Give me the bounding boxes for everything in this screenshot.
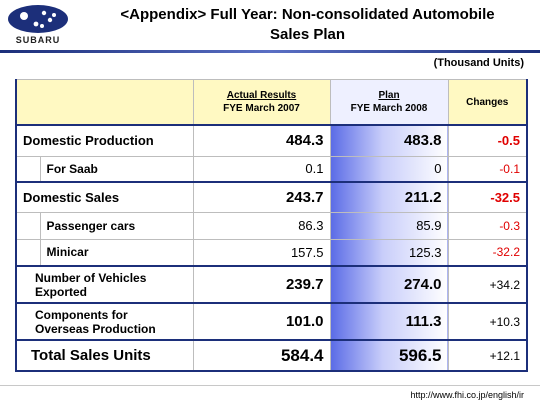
title-line-1: <Appendix> Full Year: Non-consolidated A…: [120, 6, 495, 23]
header-changes: Changes: [447, 79, 528, 126]
change-value: -32.2: [447, 238, 528, 267]
indent-cell: [15, 238, 41, 267]
actual-value: 484.3: [192, 124, 331, 157]
actual-value: 101.0: [192, 302, 331, 341]
change-value: -0.5: [447, 124, 528, 157]
actual-value: 584.4: [192, 339, 331, 372]
change-value: -0.3: [447, 211, 528, 240]
table-row-domestic-sales: Domestic Sales 243.7 211.2 -32.5: [15, 181, 528, 213]
header-divider: [0, 50, 540, 53]
table-row-for-saab: For Saab 0.1 0 -0.1: [15, 155, 528, 183]
title-line-2: Sales Plan: [269, 26, 346, 43]
table-row-domestic-production: Domestic Production 484.3 483.8 -0.5: [15, 124, 528, 157]
logo-wordmark: SUBARU: [15, 35, 61, 45]
header-plan: Plan FYE March 2008: [329, 79, 449, 126]
actual-value: 0.1: [192, 155, 331, 183]
subaru-pleiades-icon: [8, 5, 68, 33]
actual-value: 86.3: [192, 211, 331, 240]
footer-divider: [0, 385, 540, 386]
change-value: -0.1: [447, 155, 528, 183]
change-value: +10.3: [447, 302, 528, 341]
row-label: For Saab: [39, 155, 194, 183]
actual-value: 239.7: [192, 265, 331, 304]
row-label: Passenger cars: [39, 211, 194, 240]
change-value: +12.1: [447, 339, 528, 372]
plan-value: 111.3: [329, 302, 449, 341]
table-header-row: Actual Results FYE March 2007 Plan FYE M…: [15, 79, 528, 126]
plan-value: 274.0: [329, 265, 449, 304]
footer-url: http://www.fhi.co.jp/english/ir: [410, 390, 524, 400]
units-note: (Thousand Units): [433, 57, 524, 69]
row-label: Total Sales Units: [15, 339, 194, 372]
row-label: Minicar: [39, 238, 194, 267]
table-row-vehicles-exported: Number of Vehicles Exported 239.7 274.0 …: [15, 265, 528, 304]
plan-value: 483.8: [329, 124, 449, 157]
header-blank-cell: [15, 79, 194, 126]
plan-value: 211.2: [329, 181, 449, 213]
table-row-minicar: Minicar 157.5 125.3 -32.2: [15, 238, 528, 267]
change-value: -32.5: [447, 181, 528, 213]
subaru-logo: SUBARU: [6, 4, 70, 48]
plan-value: 125.3: [329, 238, 449, 267]
plan-value: 85.9: [329, 211, 449, 240]
slide-header: SUBARU <Appendix> Full Year: Non-consoli…: [0, 0, 540, 50]
table-row-passenger-cars: Passenger cars 86.3 85.9 -0.3: [15, 211, 528, 240]
indent-cell: [15, 211, 41, 240]
header-actual-results: Actual Results FYE March 2007: [192, 79, 331, 126]
row-label: Number of Vehicles Exported: [15, 265, 194, 304]
plan-value: 0: [329, 155, 449, 183]
indent-cell: [15, 155, 41, 183]
actual-value: 243.7: [192, 181, 331, 213]
page-title: <Appendix> Full Year: Non-consolidated A…: [80, 5, 535, 45]
row-label: Domestic Production: [15, 124, 194, 157]
actual-value: 157.5: [192, 238, 331, 267]
table-row-components-overseas: Components for Overseas Production 101.0…: [15, 302, 528, 341]
row-label: Domestic Sales: [15, 181, 194, 213]
table-row-total-sales: Total Sales Units 584.4 596.5 +12.1: [15, 339, 528, 372]
plan-value: 596.5: [329, 339, 449, 372]
sales-plan-table: Actual Results FYE March 2007 Plan FYE M…: [15, 79, 528, 372]
change-value: +34.2: [447, 265, 528, 304]
row-label: Components for Overseas Production: [15, 302, 194, 341]
